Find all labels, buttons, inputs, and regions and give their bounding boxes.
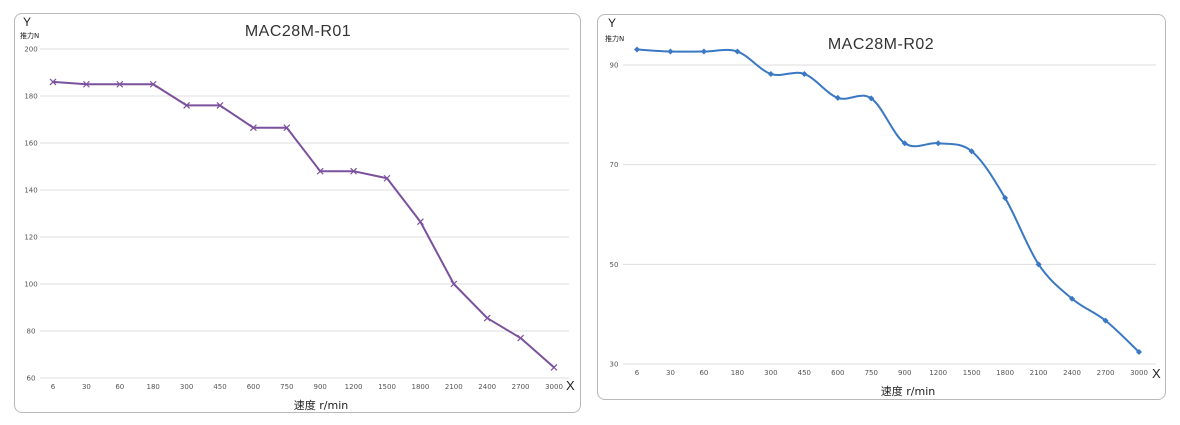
x-tick-label: 60 [699, 369, 708, 377]
data-point [82, 80, 90, 88]
chart-1-svg: Y 推力N MAC28M-R01 X 速度 r/min 200 180 160 140… [20, 15, 575, 412]
data-point [1035, 261, 1042, 268]
chart-2-gridlines [623, 64, 1156, 365]
data-point [550, 364, 558, 371]
x-tick-label: 30 [82, 383, 91, 391]
chart-1-y-axis-letter: Y [23, 15, 31, 29]
data-point [1002, 195, 1009, 202]
x-tick-label: 1800 [411, 383, 429, 391]
data-point [734, 48, 741, 55]
data-point [149, 80, 157, 88]
x-tick-label: 900 [314, 383, 327, 391]
y-tick-label: 30 [610, 361, 619, 369]
data-point [968, 148, 975, 155]
y-tick-label: 100 [24, 281, 37, 289]
data-point [767, 70, 774, 77]
x-tick-label: 180 [731, 369, 744, 377]
series-line [52, 80, 555, 369]
chart-1-title: MAC28M-R01 [245, 23, 351, 40]
x-tick-label: 2400 [478, 383, 496, 391]
x-tick-label: 750 [865, 369, 878, 377]
x-tick-label: 300 [180, 383, 193, 391]
data-point [216, 101, 224, 109]
y-tick-label: 60 [27, 375, 36, 383]
x-tick-label: 450 [213, 383, 226, 391]
data-point [834, 94, 841, 101]
data-point [801, 70, 808, 77]
data-point [1102, 317, 1109, 324]
x-tick-label: 3000 [545, 383, 563, 391]
chart-2-svg: Y 推力N MAC28M-R02 X 速度 r/min 90 70 50 30 6 30 6… [605, 16, 1161, 398]
y-tick-label: 200 [24, 46, 37, 54]
x-tick-label: 1500 [963, 369, 981, 377]
y-tick-label: 90 [610, 62, 619, 70]
data-point [517, 334, 525, 342]
x-tick-label: 2100 [445, 383, 463, 391]
x-tick-label: 300 [764, 369, 777, 377]
x-tick-label: 60 [115, 383, 124, 391]
chart-2-x-axis-label: 速度 r/min [881, 384, 935, 398]
data-point [450, 280, 458, 288]
chart-2-y-axis-letter: Y [608, 16, 616, 30]
chart-2-title: MAC28M-R02 [828, 36, 934, 53]
chart-2-y-axis-label: 推力N [605, 34, 624, 43]
y-tick-label: 50 [610, 261, 619, 269]
x-tick-label: 2700 [512, 383, 530, 391]
x-tick-label: 2400 [1063, 369, 1081, 377]
data-point [901, 140, 908, 147]
data-point [49, 78, 57, 86]
x-tick-label: 3000 [1130, 369, 1148, 377]
chart-1-y-axis-label: 推力N [20, 31, 39, 40]
x-tick-label: 1500 [378, 383, 396, 391]
data-point [249, 124, 257, 132]
series-line [636, 48, 1140, 353]
data-point [383, 174, 391, 182]
y-tick-label: 120 [24, 234, 37, 242]
chart-panel-1: Y 推力N MAC28M-R01 X 速度 r/min 200 180 160 140… [14, 13, 581, 413]
x-tick-label: 600 [831, 369, 844, 377]
chart-1-x-axis-letter: X [566, 378, 575, 393]
y-tick-label: 80 [27, 328, 36, 336]
data-point [283, 124, 291, 132]
chart-1-x-axis-label: 速度 r/min [294, 398, 348, 412]
x-tick-label: 750 [280, 383, 293, 391]
y-tick-label: 70 [610, 161, 619, 169]
chart-panel-2: Y 推力N MAC28M-R02 X 速度 r/min 90 70 50 30 6 30 6… [597, 14, 1166, 400]
x-tick-label: 30 [666, 369, 675, 377]
x-tick-label: 6 [51, 383, 56, 391]
x-tick-label: 1800 [996, 369, 1014, 377]
y-tick-label: 160 [24, 140, 37, 148]
data-point [350, 167, 358, 175]
data-point [1136, 349, 1142, 356]
x-tick-label: 600 [247, 383, 260, 391]
x-tick-label: 450 [798, 369, 811, 377]
x-tick-label: 180 [147, 383, 160, 391]
chart-2-x-axis-letter: X [1152, 366, 1161, 381]
data-point [1069, 295, 1076, 302]
data-point [667, 48, 674, 55]
y-tick-label: 140 [24, 187, 37, 195]
data-point [868, 95, 875, 102]
data-point [634, 46, 640, 53]
data-point [416, 218, 424, 226]
data-point [483, 314, 491, 322]
x-tick-label: 6 [635, 369, 640, 377]
data-point [700, 48, 707, 55]
data-point [183, 101, 191, 109]
y-tick-label: 180 [24, 93, 37, 101]
x-tick-label: 2100 [1030, 369, 1048, 377]
chart-1-gridlines [40, 48, 569, 379]
x-tick-label: 2700 [1097, 369, 1115, 377]
data-point [116, 80, 124, 88]
data-point [316, 167, 324, 175]
x-tick-label: 1200 [345, 383, 363, 391]
x-tick-label: 900 [898, 369, 911, 377]
data-point [935, 140, 942, 147]
x-tick-label: 1200 [929, 369, 947, 377]
